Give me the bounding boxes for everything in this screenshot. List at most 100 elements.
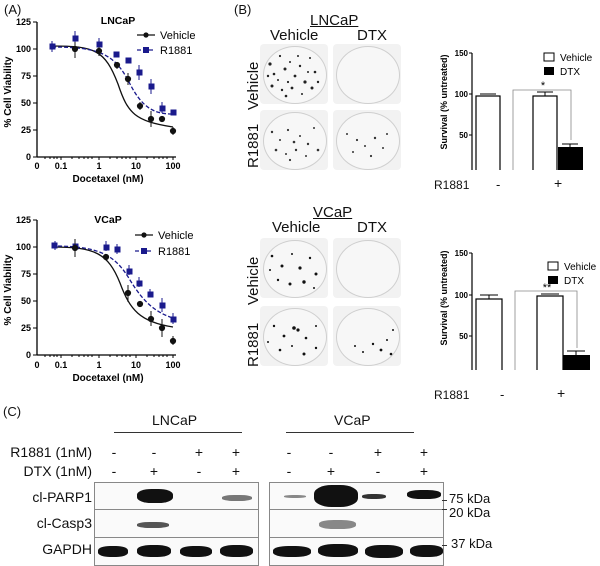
sign: - (286, 444, 292, 460)
svg-text:1: 1 (96, 161, 101, 171)
svg-text:100: 100 (455, 90, 469, 99)
western-vcap-divider (286, 432, 414, 433)
marker-tick (442, 509, 447, 510)
svg-text:0: 0 (26, 152, 31, 162)
svg-text:R1881: R1881 (158, 246, 190, 258)
svg-text:100: 100 (165, 161, 180, 171)
svg-text:DTX: DTX (564, 276, 584, 287)
colony-col-vehicle: Vehicle (270, 27, 319, 44)
chart-title: VCaP (94, 214, 121, 226)
blot-vcap-parp1 (269, 482, 444, 511)
sign: - (375, 463, 381, 479)
marker-37kda: 37 kDa (451, 536, 493, 551)
sign: - (151, 444, 157, 460)
svg-text:DTX: DTX (560, 67, 580, 78)
svg-text:125: 125 (16, 17, 31, 27)
svg-text:50: 50 (21, 98, 31, 108)
protein-label-gapdh: GAPDH (42, 541, 92, 557)
svg-text:50: 50 (459, 332, 468, 341)
vcap-survival-bar-chart: Survival (% untreated) 0 50 100 150 ** V… (439, 249, 597, 370)
blot-lncap-parp1 (94, 482, 259, 511)
colony-dish-vcap-r1881-dtx (333, 306, 401, 366)
y-axis-label: % Cell Viability (3, 56, 14, 127)
sign: - (286, 463, 292, 479)
svg-text:50: 50 (459, 131, 468, 140)
significance-marker: ** (543, 282, 552, 294)
colony-dish-lncap-vehicle-vehicle (260, 44, 328, 104)
sign: - (111, 444, 117, 460)
panel-a-label: (A) (4, 2, 22, 17)
blot-lncap-casp3 (94, 509, 259, 539)
bar-sign-plus: + (557, 385, 566, 401)
svg-text:Vehicle: Vehicle (158, 230, 193, 242)
sign: + (373, 444, 383, 460)
legend: Vehicle R1881 (135, 230, 193, 258)
svg-text:125: 125 (16, 215, 31, 225)
svg-text:50: 50 (21, 296, 31, 306)
sign: + (419, 463, 429, 479)
svg-text:0.1: 0.1 (55, 360, 68, 370)
sign: + (194, 444, 204, 460)
svg-text:10: 10 (131, 360, 141, 370)
western-lncap-divider (114, 432, 242, 433)
x-axis-label: Docetaxel (nM) (72, 174, 143, 185)
svg-text:Vehicle: Vehicle (160, 30, 195, 42)
svg-text:Vehicle: Vehicle (564, 262, 597, 273)
sign: + (326, 463, 336, 479)
svg-text:10: 10 (131, 161, 141, 171)
svg-text:100: 100 (16, 44, 31, 54)
colony-dish-vcap-vehicle-vehicle (260, 238, 328, 298)
svg-text:75: 75 (21, 71, 31, 81)
svg-text:25: 25 (21, 323, 31, 333)
svg-text:100: 100 (165, 360, 180, 370)
x-axis-label: Docetaxel (nM) (72, 373, 143, 384)
bar-sign-minus: - (496, 177, 501, 192)
svg-text:Vehicle: Vehicle (560, 53, 593, 64)
protein-label-parp1: cl-PARP1 (32, 489, 92, 505)
marker-20kda: 20 kDa (449, 505, 491, 520)
svg-text:100: 100 (455, 291, 469, 300)
colony-lncap-title: LNCaP (310, 12, 359, 29)
panel-b-label: (B) (234, 2, 252, 17)
y-axis-label: Survival (% untreated) (439, 250, 449, 345)
svg-text:0: 0 (34, 360, 39, 370)
colony-dish-lncap-r1881-dtx (333, 110, 401, 170)
bar-sign-minus: - (500, 387, 505, 402)
svg-text:0.1: 0.1 (55, 161, 68, 171)
svg-text:1: 1 (96, 360, 101, 370)
treatment-label-r1881: R1881 (1nM) (10, 444, 92, 460)
colony-col-dtx: DTX (357, 27, 387, 44)
vcap-dose-response-chart: VCaP 0 25 50 75 100 125 0 0.1 1 10 100 D… (3, 214, 193, 384)
lncap-survival-bar-chart: Survival (% untreated) 0 50 100 150 * Ve… (439, 49, 593, 170)
sign: + (419, 444, 429, 460)
blot-lncap-gapdh (94, 537, 259, 566)
sign: - (328, 444, 334, 460)
sign: + (149, 463, 159, 479)
marker-75kda: 75 kDa (449, 491, 491, 506)
colony-dish-lncap-vehicle-dtx (333, 44, 401, 104)
y-axis-label: % Cell Viability (3, 254, 14, 325)
y-axis-label: Survival (% untreated) (439, 54, 449, 149)
svg-text:150: 150 (455, 249, 469, 258)
sign: + (231, 444, 241, 460)
colony-dish-vcap-vehicle-dtx (333, 238, 401, 298)
bar-sign-plus: + (554, 175, 563, 191)
protein-label-casp3: cl-Casp3 (36, 515, 92, 531)
svg-text:100: 100 (16, 242, 31, 252)
colony-vcap-title: VCaP (313, 204, 353, 221)
svg-text:0: 0 (34, 161, 39, 171)
colony-dish-lncap-r1881-vehicle (260, 110, 328, 170)
marker-tick (442, 500, 447, 501)
svg-text:R1881: R1881 (160, 45, 192, 57)
svg-text:150: 150 (455, 49, 469, 58)
sign: - (111, 463, 117, 479)
significance-marker: * (541, 80, 546, 92)
western-lncap-title: LNCaP (152, 412, 198, 428)
western-vcap-title: VCaP (334, 412, 371, 428)
lncap-dose-response-chart: LNCaP 0 25 50 75 100 125 0 0.1 1 10 100 … (3, 15, 195, 185)
svg-text:25: 25 (21, 125, 31, 135)
chart-title: LNCaP (101, 15, 135, 27)
colony-dish-vcap-r1881-vehicle (260, 306, 328, 366)
treatment-label-dtx: DTX (1nM) (23, 463, 92, 479)
sign: - (196, 463, 202, 479)
